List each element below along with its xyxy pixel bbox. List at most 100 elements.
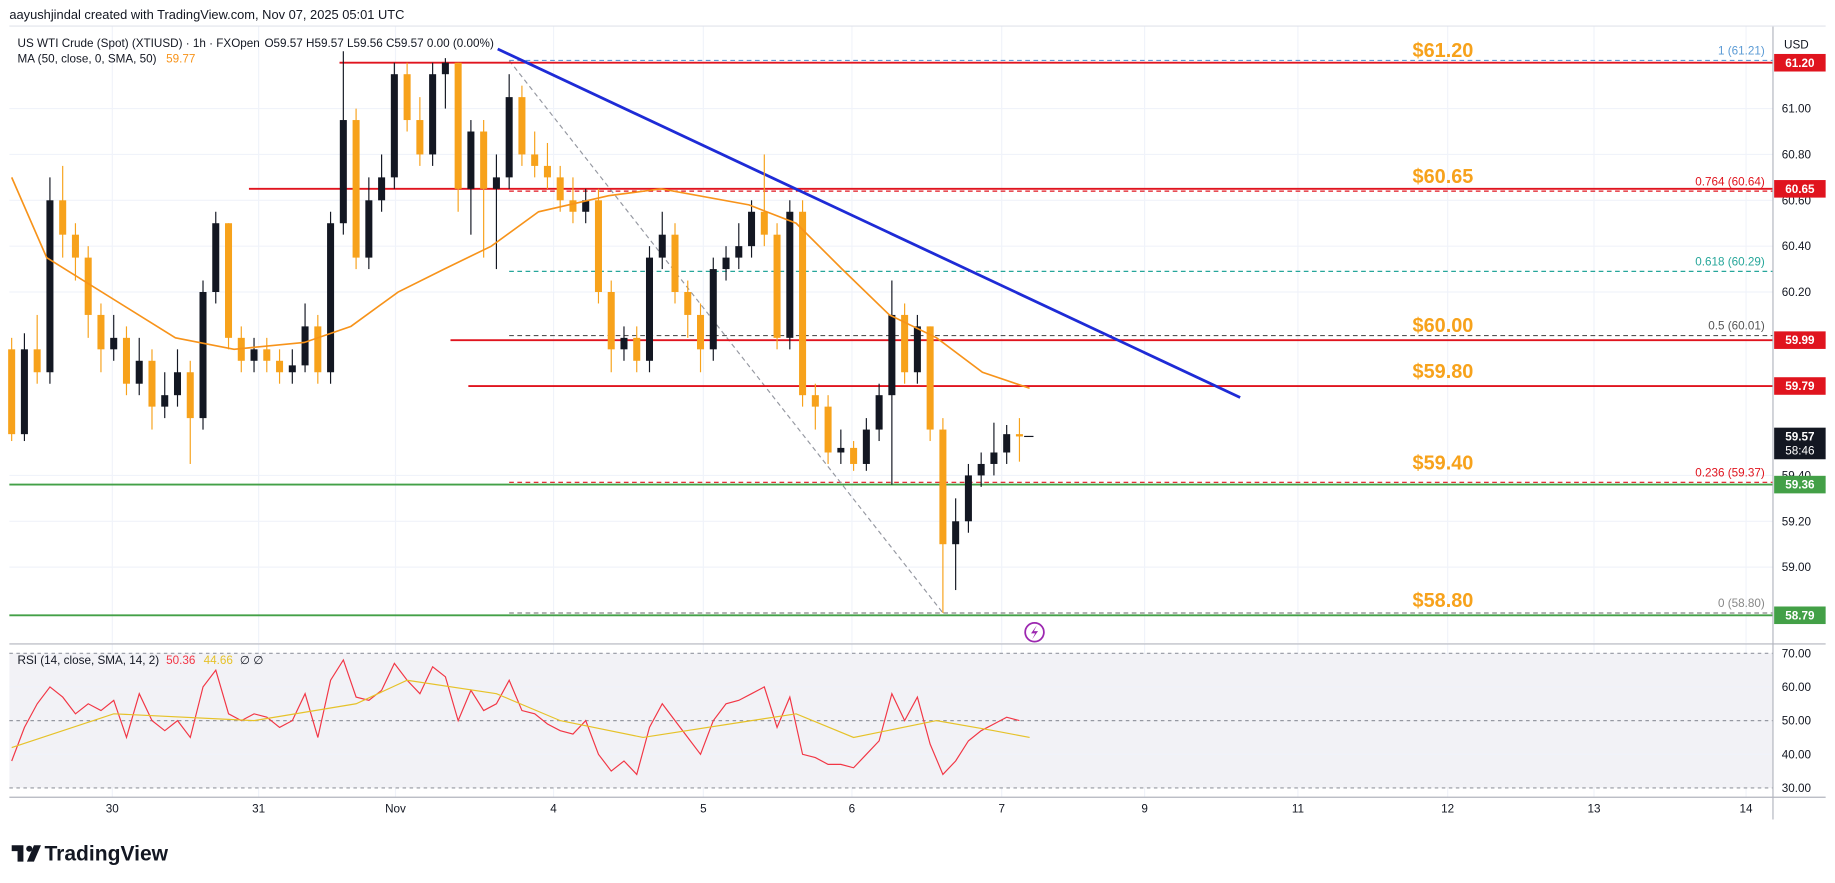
candle-body xyxy=(786,211,794,338)
fib-label: 0.236 (59.37) xyxy=(1695,466,1765,479)
candle-body xyxy=(824,406,832,453)
axis-level-label: 58.79 xyxy=(1785,609,1815,622)
y-tick-label: 60.40 xyxy=(1782,240,1812,253)
x-tick-label: 31 xyxy=(252,802,265,815)
candle-body xyxy=(46,200,54,373)
rsi-tick-label: 30.00 xyxy=(1782,782,1812,795)
candle-body xyxy=(913,326,921,373)
ma-value: 59.77 xyxy=(166,52,195,65)
alert-circle xyxy=(1024,622,1045,643)
alert-bolt xyxy=(1031,625,1039,640)
candle-body xyxy=(148,360,156,407)
ma-legend: MA (50, close, 0, SMA, 50) xyxy=(18,52,157,65)
level-annotation: $60.65 xyxy=(1413,166,1474,188)
fib-diagonal xyxy=(508,60,944,614)
y-tick-label: 60.80 xyxy=(1782,149,1812,162)
candle-body xyxy=(850,447,858,464)
candle-body xyxy=(186,372,194,419)
rsi-extra: ∅ ∅ xyxy=(240,654,264,667)
last-price-box xyxy=(1774,427,1826,460)
candle-body xyxy=(301,326,309,366)
candle-body xyxy=(416,120,424,155)
candle-body xyxy=(71,234,79,258)
trendline xyxy=(497,47,1241,399)
y-tick-label: 60.60 xyxy=(1782,194,1812,207)
rsi-ma-line xyxy=(11,679,1030,749)
candle-body xyxy=(454,62,462,189)
candle-body xyxy=(594,200,602,293)
candle-body xyxy=(173,372,182,396)
layers: 30 31 Nov 4 5 6 7 9 11 12 13 14 61.00 60.80 60.60 60.40… xyxy=(8,26,1826,815)
attribution: aayushjindal created with TradingView.co… xyxy=(9,7,404,22)
y-tick-label: 59.00 xyxy=(1782,561,1812,574)
axis-level-label: 60.65 xyxy=(1785,183,1815,196)
rsi-tick-label: 70.00 xyxy=(1782,647,1812,660)
axis-level-box xyxy=(1774,475,1826,494)
candle-body xyxy=(276,360,284,373)
candle-body xyxy=(990,452,998,464)
x-tick-label: 30 xyxy=(106,802,120,815)
last-price-label: 59.57 xyxy=(1785,431,1814,444)
candle-body xyxy=(722,257,730,270)
candle-body xyxy=(811,395,819,407)
candle-body xyxy=(505,97,513,178)
candle-body xyxy=(365,200,373,258)
y-tick-label: 59.20 xyxy=(1782,515,1812,528)
rsi-value: 50.36 xyxy=(166,654,195,667)
countdown-label: 58:46 xyxy=(1785,445,1814,458)
x-tick-label: 6 xyxy=(849,802,856,815)
rsi-tick-label: 50.00 xyxy=(1782,715,1812,728)
candle-body xyxy=(531,154,539,166)
candle-body xyxy=(8,349,16,435)
candle-body xyxy=(709,269,717,350)
candle-body xyxy=(633,337,641,361)
candle-body xyxy=(862,429,870,464)
symbol: US WTI Crude (Spot) (XTIUSD) · 1h · FXOp… xyxy=(18,37,260,50)
level-annotation: $59.40 xyxy=(1413,453,1474,475)
candle-body xyxy=(799,211,807,396)
candle-body xyxy=(518,97,526,155)
candle-body xyxy=(926,326,934,430)
axis-level-box xyxy=(1774,53,1826,72)
y-tick-label: 60.20 xyxy=(1782,286,1812,299)
fib-label: 0.5 (60.01) xyxy=(1708,320,1765,333)
candle-body xyxy=(569,200,577,212)
candle-body xyxy=(20,349,28,435)
candle-body xyxy=(658,234,666,258)
x-tick-label: 13 xyxy=(1587,802,1600,815)
candle-body xyxy=(760,211,768,235)
ohlc: O59.57 H59.57 L59.56 C59.57 0.00 (0.00%) xyxy=(264,37,493,50)
candle-body xyxy=(888,314,896,396)
candle-body xyxy=(773,234,781,338)
x-tick-label: 14 xyxy=(1740,802,1754,815)
candle-body xyxy=(122,337,130,384)
candle-body xyxy=(939,429,947,545)
x-tick-label: 4 xyxy=(550,802,557,815)
candle-body xyxy=(110,337,118,350)
axis-level-label: 59.79 xyxy=(1785,380,1815,393)
candle-body xyxy=(403,74,411,121)
candle-body xyxy=(748,211,756,247)
candle-body xyxy=(212,223,220,293)
candle-body xyxy=(671,234,679,293)
candle-body xyxy=(480,131,488,189)
axis-level-box xyxy=(1774,180,1826,198)
candle-body xyxy=(339,120,347,224)
candle-body xyxy=(97,314,105,350)
x-tick-label: 7 xyxy=(998,802,1005,815)
candle-body xyxy=(735,246,743,258)
candle-body xyxy=(390,74,398,178)
candle-body xyxy=(901,314,909,373)
axis-level-label: 59.99 xyxy=(1785,334,1815,347)
logo: TradingView xyxy=(11,842,169,865)
candle-body xyxy=(977,463,985,476)
axis-level-box xyxy=(1774,377,1826,395)
candle-body xyxy=(84,257,92,315)
logo-mark xyxy=(11,845,24,862)
x-tick-label: Nov xyxy=(385,802,406,815)
brand: TradingView xyxy=(44,842,168,865)
candle-body xyxy=(684,292,692,315)
x-tick-label: 9 xyxy=(1141,802,1148,815)
candle-body xyxy=(952,521,960,545)
